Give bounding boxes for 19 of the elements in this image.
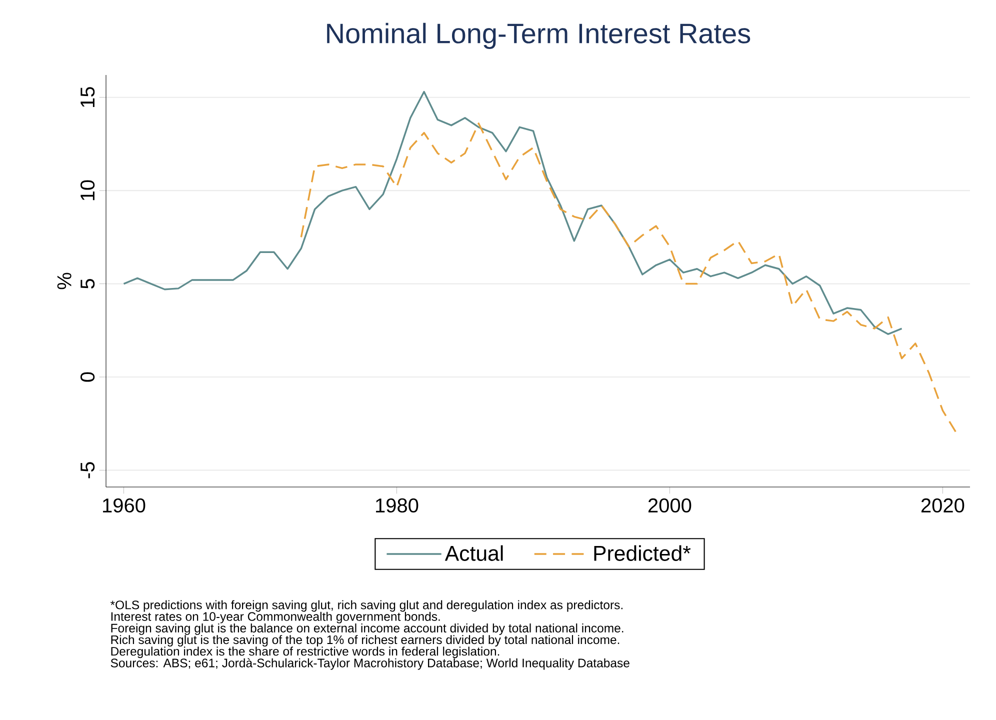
y-tick-label: -5 [80,462,95,478]
y-axis-title: % [57,272,72,290]
text: Deregulation index is the share of restrictive words in federal legislation. [111,646,500,658]
legend-label: Actual [444,545,503,561]
chart-title: Nominal Long-Term Interest Rates [327,22,750,49]
text: Interest rates on 10-year Commonwealth government bonds. [111,612,440,624]
text: Rich saving glut is the saving of the top 1% of richest earners divided by total national income. [111,635,620,647]
source-note: Sources: ABS; e61; Jordà-Schularick-Taylor Macrohistory Database; World Inequality Database [110,658,630,670]
y-tick-label: 10 [80,180,95,200]
x-tick-label: 1980 [376,498,418,513]
x-tick-label: 1960 [103,498,146,513]
y-tick-label: 15 [80,87,95,107]
text: *OLS predictions with foreign saving glut, rich saving glut and deregulation index as predictors. [110,600,622,612]
y-tick-label: 0 [80,372,95,382]
y-tick-label: 5 [80,279,95,289]
x-tick-label: 2020 [921,498,964,513]
legend-label: Predicted* [594,545,691,561]
text: Foreign saving glut is the balance on external income account divided by total national income. [111,623,624,635]
x-tick-label: 2000 [648,498,692,513]
